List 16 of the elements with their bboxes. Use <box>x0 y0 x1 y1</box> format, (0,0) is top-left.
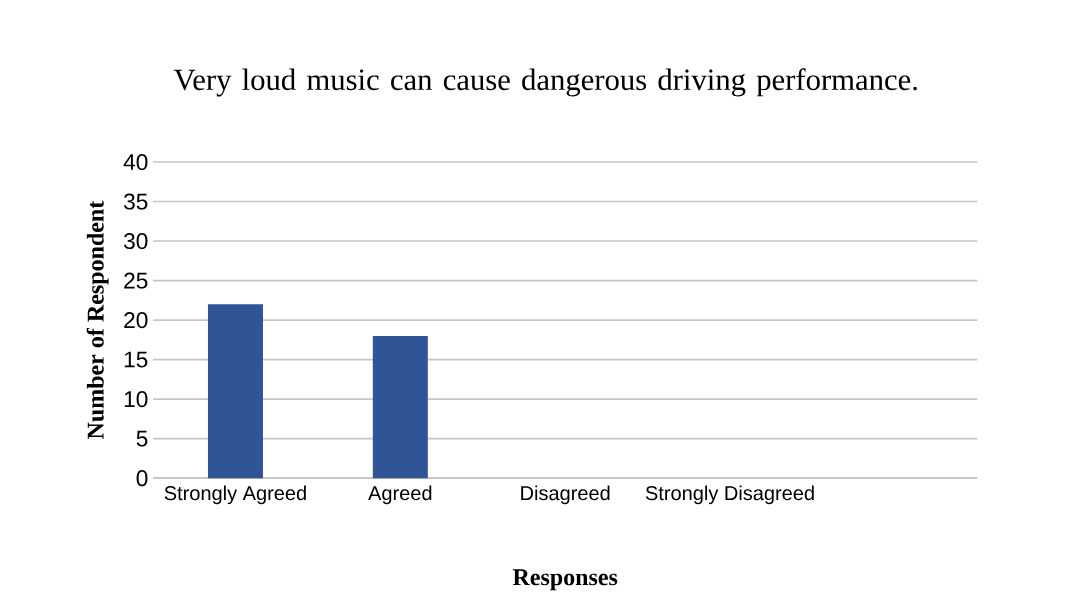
x-tick-label: Strongly Disagreed <box>645 485 814 505</box>
y-tick-label: 5 <box>136 430 148 447</box>
y-tick-label: 0 <box>136 470 148 487</box>
y-tick-label: 30 <box>123 232 148 250</box>
y-axis-title: Number of Respondent <box>86 200 109 439</box>
y-tick-label: 25 <box>124 272 148 289</box>
y-tick-label: 20 <box>124 311 148 329</box>
y-tick-label: 40 <box>123 153 148 170</box>
y-tick-label: 10 <box>124 391 148 408</box>
y-tick-label: 15 <box>124 351 148 368</box>
x-tick-label: Disagreed <box>521 485 610 505</box>
x-tick-label: Agreed <box>368 485 432 505</box>
y-tick-label: 35 <box>123 193 148 210</box>
x-tick-label: Strongly Agreed <box>164 485 306 505</box>
x-axis-title: Responses <box>512 569 618 591</box>
chart-title: Very loud music can cause dangerous driving performance. <box>173 68 917 97</box>
